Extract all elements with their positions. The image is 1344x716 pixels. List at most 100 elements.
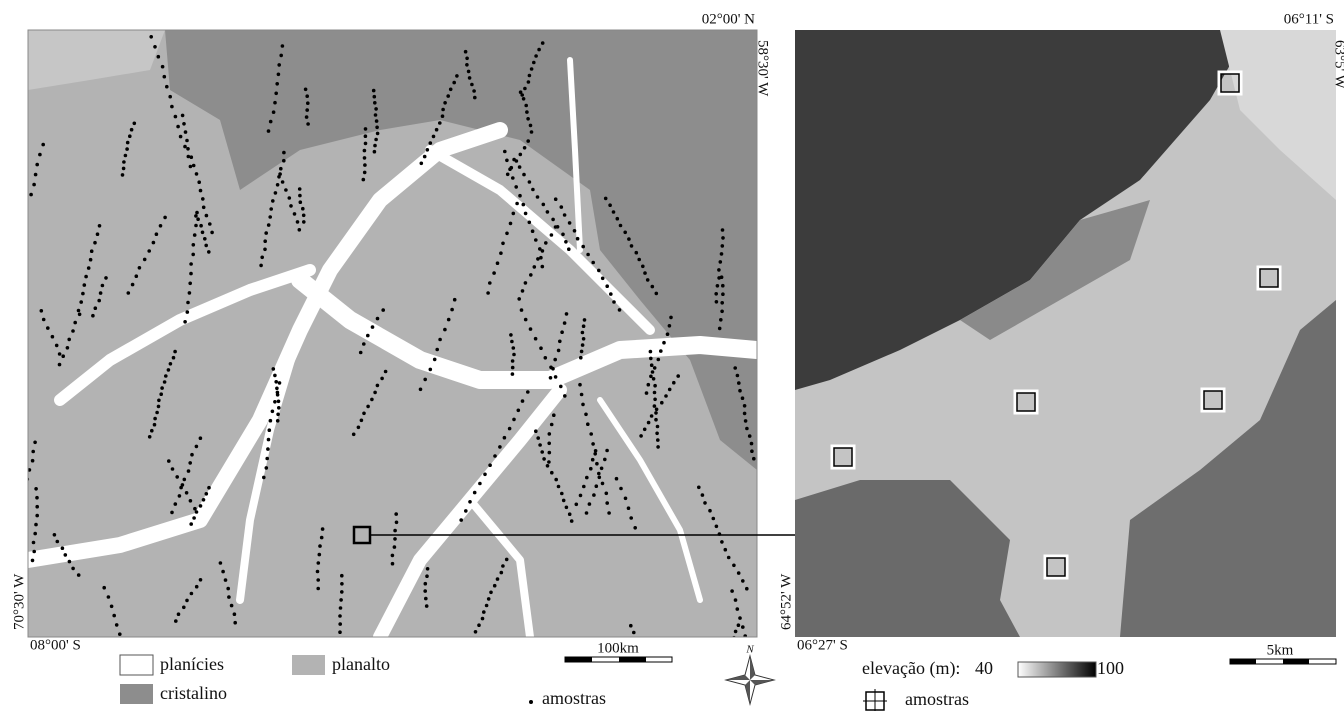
sample-dot (666, 332, 670, 336)
sample-dot (424, 582, 428, 586)
sample-dot (94, 306, 98, 310)
sample-dot (90, 249, 94, 253)
sample-dot (591, 458, 595, 462)
sample-dot (537, 48, 541, 52)
sample-dot (264, 231, 268, 235)
sample-dot (274, 191, 278, 195)
sample-dot (224, 578, 228, 582)
sample-dot (715, 525, 719, 529)
sample-dot (296, 220, 300, 224)
sample-dot (277, 63, 281, 67)
sample-dot (152, 241, 156, 245)
sample-dot (741, 625, 745, 629)
sample-dot (193, 507, 197, 511)
sample-dot (339, 598, 343, 602)
sample-dot (510, 340, 514, 344)
sample-dot (123, 642, 127, 646)
sample-dot (282, 151, 286, 155)
sample-dot (18, 514, 22, 518)
sample-dot (359, 351, 363, 355)
sample-dot (192, 164, 196, 168)
sample-dot (194, 224, 198, 228)
sample-dot (429, 368, 433, 372)
sample-dot (380, 377, 384, 381)
sample-dot (102, 586, 106, 590)
sample-dot (259, 264, 263, 268)
sample-dot (391, 562, 395, 566)
coord-label: 06°11' S (1284, 11, 1334, 27)
sample-dot (582, 485, 586, 489)
sample-dot (552, 413, 556, 417)
sample-dot (199, 578, 203, 582)
sample-dot (276, 183, 280, 187)
sample-dot (453, 298, 457, 302)
sample-dot (672, 381, 676, 385)
sample-dot (598, 476, 602, 480)
sample-dot (425, 574, 429, 578)
sample-dot (340, 574, 344, 578)
sample-dot (583, 318, 587, 322)
sample-dot (600, 467, 604, 471)
sample-dot (499, 251, 503, 255)
sample-dot (538, 247, 542, 251)
sample-dot (210, 231, 214, 235)
sample-dot (496, 577, 500, 581)
sample-dot (276, 413, 280, 417)
sample-dot (12, 551, 16, 555)
sample-dot (531, 229, 535, 233)
legend-swatch (292, 655, 325, 675)
sample-dot (126, 651, 130, 655)
coord-label: 64°52' W (778, 573, 794, 630)
sample-dot (273, 400, 277, 404)
sample-dot (517, 409, 521, 413)
sample-dot (525, 110, 529, 114)
sample-dot (560, 205, 564, 209)
legend-label: planalto (332, 654, 390, 674)
sample-dot (275, 387, 279, 391)
sample-dot (505, 159, 509, 163)
sample-dot (668, 324, 672, 328)
sample-dot (391, 554, 395, 558)
sample-dot (528, 180, 532, 184)
sample-dot (195, 445, 199, 449)
sample-dot (172, 356, 176, 360)
sample-dot (719, 318, 723, 322)
sample-dot (376, 317, 380, 321)
sample-dot (623, 231, 627, 235)
sample-dot (204, 244, 208, 248)
sample-dot (363, 171, 367, 175)
sample-dot (190, 453, 194, 457)
sample-dot (61, 354, 65, 358)
sample-dot (267, 223, 271, 227)
sample-dot (429, 141, 433, 145)
sample-dot (653, 404, 657, 408)
sample-dot (289, 204, 293, 208)
sample-dot (728, 648, 732, 652)
sample-dot (511, 366, 515, 370)
sample-dot (446, 94, 450, 98)
sample-dot (524, 104, 528, 108)
sample-dot (372, 89, 376, 93)
sample-dot (654, 418, 658, 422)
sample-dot (26, 477, 30, 481)
sample-dot (207, 486, 211, 490)
sample-dot (530, 130, 534, 134)
sample-dot (87, 266, 91, 270)
sample-dot (565, 312, 569, 316)
sample-dot (538, 443, 542, 447)
sample-dot (219, 561, 223, 565)
sample-dot (554, 197, 558, 201)
north-label: N (745, 644, 754, 656)
sample-dot (551, 367, 555, 371)
sample-dot (177, 612, 181, 616)
sample-dot (737, 623, 741, 627)
legend-swatch (120, 684, 153, 704)
sample-dot (567, 247, 571, 251)
sample-dot (547, 442, 551, 446)
sample-dot (656, 445, 660, 449)
sample-dot (33, 532, 37, 536)
sample-dot (550, 233, 554, 237)
sample-dot (512, 353, 516, 357)
north-arrow: N (726, 644, 774, 704)
sample-dot (155, 232, 159, 236)
